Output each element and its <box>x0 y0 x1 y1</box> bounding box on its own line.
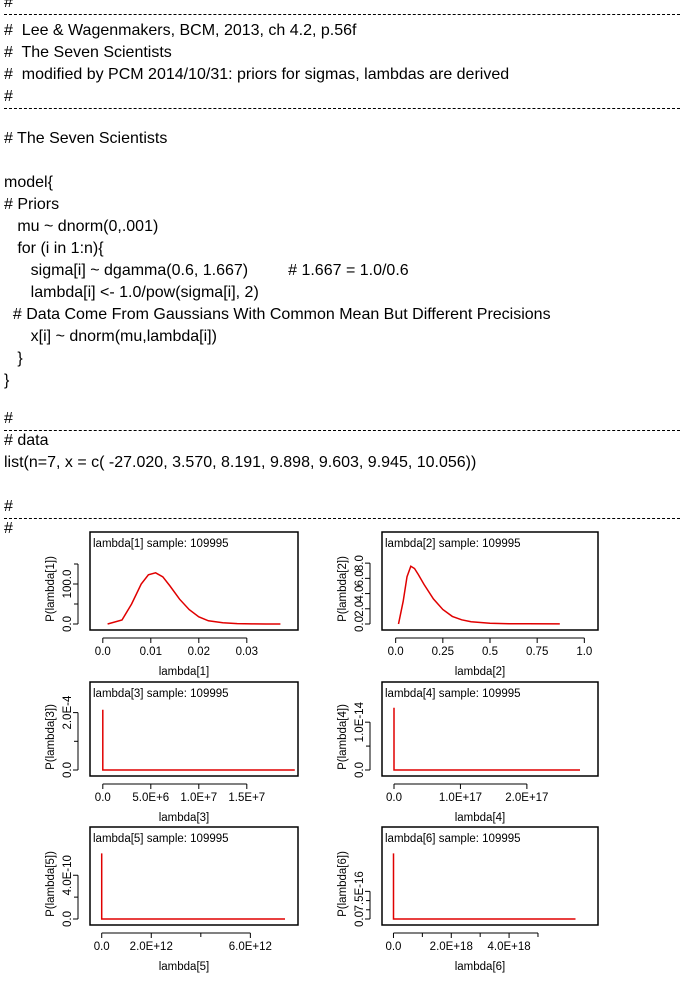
x-tick-label: 0.25 <box>432 646 454 658</box>
y-tick-label: 8.0 <box>354 555 366 571</box>
density-plot-lambda1: lambda[1] sample: 109995 0.0 100.0 P(lambda… <box>45 530 299 685</box>
density-line <box>393 707 580 771</box>
plot-frame <box>381 826 599 926</box>
x-tick-label: 4.0E+18 <box>487 941 530 953</box>
y-tick-label: 6.0 <box>354 570 366 586</box>
x-tick-label: 2.0E+17 <box>505 792 548 804</box>
y-axis-label: P(lambda[4]) <box>337 704 349 770</box>
x-tick-label: 0.0 <box>95 646 111 658</box>
plot-title: lambda[3] sample: 109995 <box>93 688 229 700</box>
code-line: # data <box>4 432 49 449</box>
x-tick-label: 0.0 <box>95 792 111 804</box>
code-line: lambda[i] <- 1.0/pow(sigma[i], 2) <box>4 284 259 301</box>
x-tick-label: 0.5 <box>482 646 498 658</box>
code-line: } <box>4 372 10 389</box>
y-axis-label: P(lambda[2]) <box>337 556 349 622</box>
y-axis-label: P(lambda[5]) <box>45 851 57 917</box>
y-tick-label: 4.0 <box>354 586 366 602</box>
y-tick-label: 0.0 <box>354 762 366 778</box>
x-tick-label: 0.0 <box>94 941 110 953</box>
code-line: # <box>4 496 680 519</box>
code-line: # modified by PCM 2014/10/31: priors for… <box>4 66 510 83</box>
code-line: # The Seven Scientists <box>4 130 168 147</box>
density-plot-lambda6: lambda[6] sample: 109995 0.0 7.5E-16 P(lamb… <box>337 825 602 980</box>
y-tick-label: 2.0 <box>354 601 366 617</box>
code-line: # <box>4 408 680 431</box>
code-line: list(n=7, x = c( -27.020, 3.570, 8.191, … <box>4 454 477 471</box>
plot-frame <box>89 826 299 926</box>
plot-title: lambda[5] sample: 109995 <box>93 833 229 845</box>
plot-frame <box>381 681 599 777</box>
y-axis-label: P(lambda[6]) <box>337 851 349 917</box>
y-tick-label: 0.0 <box>354 911 366 927</box>
x-tick-label: 0.01 <box>140 646 162 658</box>
code-line: # Priors <box>4 196 60 213</box>
y-tick-label: 2.0E-4 <box>62 695 74 729</box>
x-tick-label: 0.03 <box>236 646 258 658</box>
y-tick-label: 0.0 <box>62 762 74 778</box>
x-tick-label: 0.0 <box>386 792 402 804</box>
plot-frame <box>381 531 599 631</box>
plot-frame <box>89 681 299 777</box>
code-line: x[i] ~ dnorm(mu,lambda[i]) <box>4 328 217 345</box>
x-tick-label: 1.5E+7 <box>228 792 265 804</box>
x-tick-label: 0.75 <box>526 646 548 658</box>
code-line: # Data Come From Gaussians With Common M… <box>4 306 551 323</box>
x-axis-label: lambda[5] <box>159 961 210 973</box>
y-tick-label: 1.0E-14 <box>354 701 366 742</box>
x-tick-label: 5.0E+6 <box>132 792 169 804</box>
x-tick-label: 6.0E+12 <box>229 941 272 953</box>
code-line: sigma[i] ~ dgamma(0.6, 1.667) # 1.667 = … <box>4 262 409 279</box>
x-tick-label: 1.0E+7 <box>180 792 217 804</box>
y-tick-label: 4.0E-10 <box>62 855 74 895</box>
density-line <box>100 853 285 920</box>
plot-title: lambda[6] sample: 109995 <box>385 833 521 845</box>
x-tick-label: 2.0E+18 <box>430 941 473 953</box>
code-line: # Lee & Wagenmakers, BCM, 2013, ch 4.2, … <box>4 22 357 39</box>
density-plot-lambda2: lambda[2] sample: 109995 0.0 2.0 4.0 6.0 8.0 P… <box>337 530 602 685</box>
y-tick-label: 100.0 <box>62 570 74 599</box>
density-plot-lambda5: lambda[5] sample: 109995 0.0 4.0E-10 P(lamb… <box>45 825 299 980</box>
code-line: # <box>4 0 680 15</box>
code-line: model{ <box>4 174 53 191</box>
plot-frame <box>89 531 299 631</box>
density-plot-lambda4: lambda[4] sample: 109995 0.0 1.0E-14 P(lamb… <box>337 680 602 830</box>
code-line: } <box>4 350 23 367</box>
x-tick-label: 2.0E+12 <box>130 941 173 953</box>
x-axis-label: lambda[2] <box>455 666 506 678</box>
density-line <box>397 565 560 625</box>
code-line: for (i in 1:n){ <box>4 240 104 257</box>
code-line: mu ~ dnorm(0,.001) <box>4 218 159 235</box>
density-line <box>107 571 281 625</box>
x-tick-label: 0.0 <box>385 941 401 953</box>
code-line: # <box>4 520 13 537</box>
y-tick-label: 0.0 <box>62 616 74 632</box>
x-tick-label: 1.0E+17 <box>439 792 482 804</box>
plot-title: lambda[1] sample: 109995 <box>93 538 229 550</box>
density-line <box>102 709 295 771</box>
x-axis-label: lambda[4] <box>455 812 506 824</box>
x-axis-label: lambda[1] <box>159 666 210 678</box>
x-tick-label: 1.0 <box>576 646 592 658</box>
y-axis-label: P(lambda[3]) <box>45 704 57 770</box>
plot-title: lambda[4] sample: 109995 <box>385 688 521 700</box>
code-line: # The Seven Scientists <box>4 44 172 61</box>
x-tick-label: 0.0 <box>388 646 404 658</box>
code-line: # <box>4 86 680 109</box>
y-axis-label: P(lambda[1]) <box>45 556 57 622</box>
y-tick-label: 0.0 <box>354 616 366 632</box>
y-tick-label: 0.0 <box>62 911 74 927</box>
x-axis-label: lambda[3] <box>159 812 210 824</box>
x-tick-label: 0.02 <box>188 646 210 658</box>
density-plot-lambda3: lambda[3] sample: 109995 0.0 2.0E-4 P(lambd… <box>45 680 299 830</box>
density-line <box>392 853 576 920</box>
y-tick-label: 7.5E-16 <box>354 871 366 911</box>
plot-title: lambda[2] sample: 109995 <box>385 538 521 550</box>
x-axis-label: lambda[6] <box>455 961 506 973</box>
